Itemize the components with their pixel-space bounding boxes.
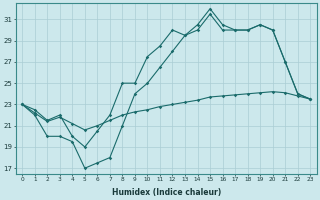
X-axis label: Humidex (Indice chaleur): Humidex (Indice chaleur): [112, 188, 221, 197]
